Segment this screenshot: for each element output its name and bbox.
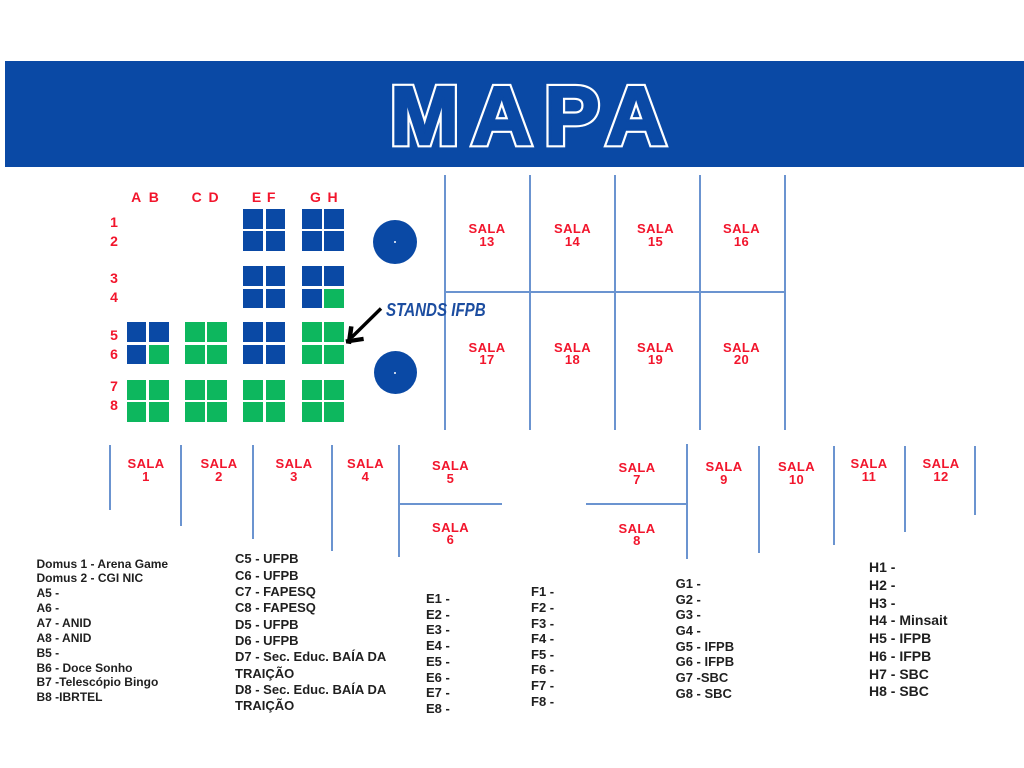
svg-text:MAPA: MAPA: [390, 69, 679, 162]
svg-text:MAPA: MAPA: [390, 69, 679, 162]
